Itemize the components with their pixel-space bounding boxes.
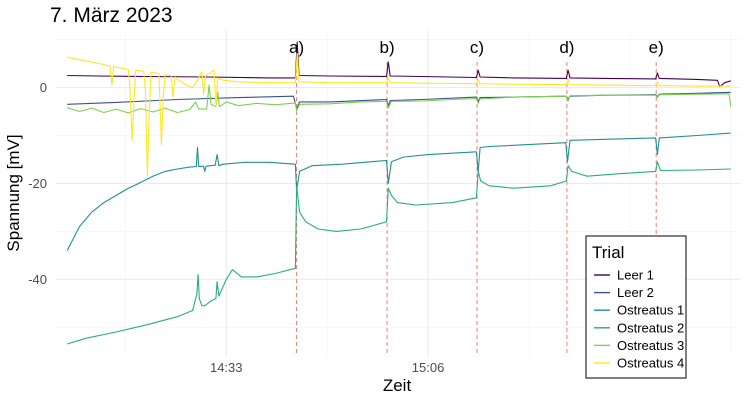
- y-tick-label-2: -40: [28, 272, 47, 287]
- chart-title: 7. März 2023: [50, 4, 173, 27]
- annotation-label-3: d): [559, 38, 574, 57]
- legend-label-1: Leer 2: [617, 285, 654, 300]
- legend: Trial Leer 1 Leer 2 Ostreatus 1 Ostreatus 2…: [585, 235, 687, 379]
- y-axis-title: Spannung [mV]: [4, 134, 23, 251]
- legend-label-0: Leer 1: [617, 268, 654, 283]
- series-line-2: [66, 132, 731, 251]
- legend-label-4: Ostreatus 3: [617, 338, 684, 353]
- series-line-4: [67, 84, 732, 114]
- annotation-label-4: e): [649, 38, 664, 57]
- tick-layer: 0 -20 -40 14:33 15:06: [28, 80, 444, 375]
- y-tick-label-0: 0: [40, 80, 47, 95]
- legend-label-5: Ostreatus 4: [617, 356, 684, 371]
- x-axis-title: Zeit: [383, 376, 412, 395]
- legend-box: [585, 235, 687, 379]
- series-line-0: [67, 41, 731, 88]
- series-layer: [66, 41, 732, 345]
- annotation-label-1: b): [380, 38, 395, 57]
- annotation-labels: a) b) c) d) e): [289, 38, 664, 57]
- annotation-label-0: a): [289, 38, 304, 57]
- series-line-3: [67, 161, 731, 345]
- x-tick-label-1: 15:06: [412, 360, 445, 375]
- series-line-5: [67, 51, 731, 177]
- x-tick-label-0: 14:33: [210, 360, 243, 375]
- legend-label-3: Ostreatus 2: [617, 320, 684, 335]
- y-tick-label-1: -20: [28, 176, 47, 191]
- annotation-label-2: c): [470, 38, 484, 57]
- legend-label-2: Ostreatus 1: [617, 303, 684, 318]
- legend-items: Leer 1 Leer 2 Ostreatus 1 Ostreatus 2 Ostrea…: [594, 268, 684, 371]
- legend-title: Trial: [592, 243, 624, 262]
